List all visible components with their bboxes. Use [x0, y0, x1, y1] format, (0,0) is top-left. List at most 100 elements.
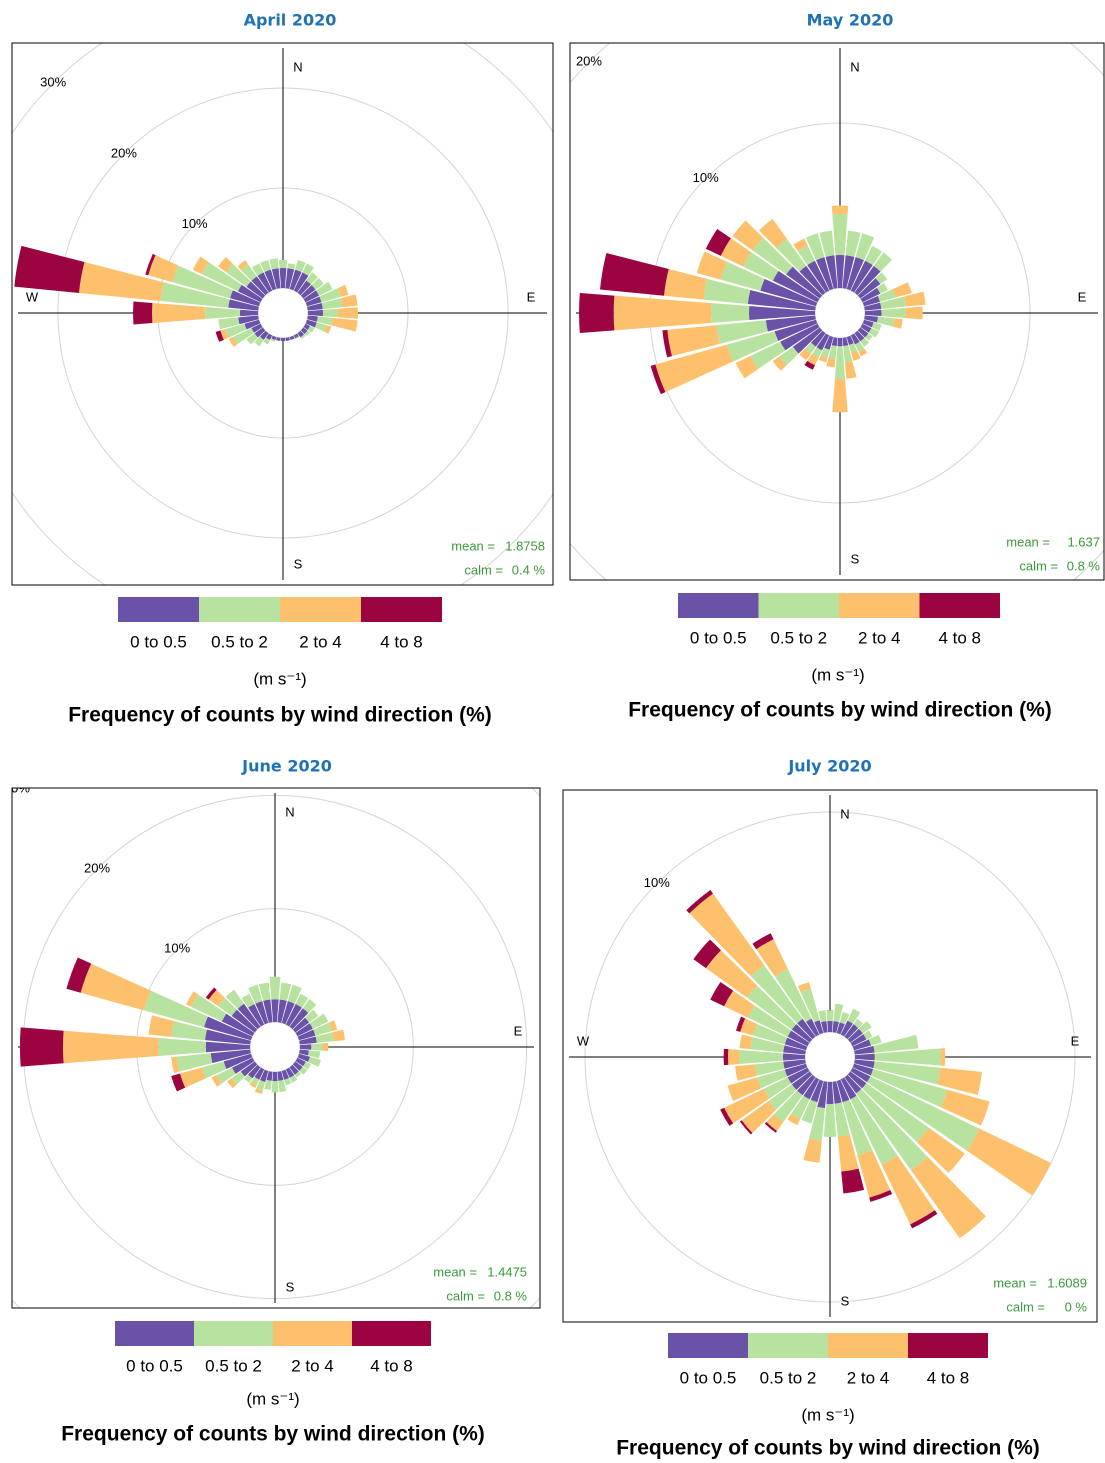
- wedge-segment: [308, 1056, 321, 1067]
- legend-swatch: [199, 597, 280, 622]
- wedge-segment: [307, 325, 315, 333]
- wedge-segment: [873, 1034, 919, 1053]
- wedge-segment: [799, 348, 812, 361]
- wedge-segment: [857, 278, 881, 299]
- legend-swatch: [828, 1333, 908, 1358]
- wedge-segment: [881, 1155, 935, 1225]
- compass-label: E: [1078, 289, 1087, 304]
- calm-value: 0.4 %: [512, 562, 546, 577]
- wedge-segment: [285, 337, 290, 341]
- mean-label: mean =: [1006, 534, 1050, 549]
- wedge-segment: [143, 990, 208, 1028]
- wedge-segment: [764, 1122, 778, 1133]
- wedge-segment: [259, 330, 269, 340]
- legend-label: 4 to 8: [380, 632, 423, 651]
- wedge-segment: [846, 257, 864, 291]
- wedge-segment: [289, 335, 295, 340]
- ring-label: 20%: [111, 145, 137, 160]
- wedge-segment: [873, 1061, 941, 1085]
- wedge-segment: [271, 1080, 279, 1093]
- wedge-segment: [854, 330, 865, 342]
- wedge-segment: [839, 1011, 850, 1025]
- wedge-segment: [19, 1027, 64, 1067]
- wedge-segment: [133, 301, 153, 325]
- wedge-segment: [843, 345, 853, 363]
- wedge-segment: [686, 889, 713, 914]
- wedge-segment: [741, 1101, 776, 1133]
- wedge-segment: [917, 1127, 965, 1174]
- wedge-segment: [271, 268, 281, 289]
- wedge-segment: [743, 252, 779, 281]
- wedge-segment: [732, 220, 764, 251]
- wedge-segment: [311, 1043, 323, 1051]
- wedge-segment: [892, 318, 903, 329]
- wedge-segment: [249, 1081, 257, 1088]
- legend-swatch: [352, 1321, 431, 1346]
- calm-label: calm =: [1019, 558, 1058, 573]
- wedge-segment: [768, 1084, 797, 1110]
- ring-label: 10%: [693, 170, 719, 185]
- wedge-segment: [854, 1059, 875, 1069]
- wedge-segment: [850, 1067, 871, 1083]
- wedge-segment: [862, 295, 880, 307]
- wedge-segment: [827, 1021, 833, 1033]
- wedge-segment: [269, 258, 279, 270]
- wedge-segment: [844, 1074, 862, 1094]
- wedge-segment: [860, 337, 870, 347]
- legend-swatch: [194, 1321, 273, 1346]
- compass-label: N: [840, 806, 849, 821]
- legend-swatch: [758, 593, 839, 618]
- wedge-segment: [307, 309, 323, 317]
- wedge-segment: [847, 1028, 863, 1043]
- wedge-segment: [693, 939, 721, 969]
- wedge-segment: [237, 1003, 261, 1030]
- wedge-segment: [295, 336, 300, 340]
- legend-title: (m s⁻¹): [253, 669, 306, 688]
- mean-value: 1.6089: [1047, 1275, 1087, 1290]
- calm-value: 0 %: [1065, 1299, 1088, 1314]
- wedge-segment: [238, 315, 259, 325]
- mean-value: 1.4475: [487, 1264, 527, 1279]
- wedge-segment: [821, 1021, 828, 1033]
- caption: Frequency of counts by wind direction (%…: [61, 1423, 485, 1446]
- wedge-segment: [319, 288, 341, 303]
- wedge-segment: [277, 1071, 284, 1081]
- wedge-segment: [857, 1149, 891, 1198]
- wedge-segment: [876, 316, 895, 327]
- wedge-segment: [780, 323, 820, 351]
- wedge-segment: [763, 1077, 792, 1099]
- wedge-segment: [833, 1003, 844, 1023]
- wedge-segment: [278, 1079, 287, 1093]
- wedge-segment: [255, 1001, 269, 1025]
- wedge-segment: [251, 276, 269, 296]
- legend-swatch: [839, 593, 920, 618]
- compass-label: W: [26, 289, 39, 304]
- wedge-segment: [297, 330, 304, 338]
- wedge-segment: [240, 309, 259, 317]
- legend-label: 0 to 0.5: [690, 628, 747, 647]
- wedge-segment: [873, 252, 893, 272]
- wedge-segment: [793, 238, 808, 252]
- wedge-segment: [760, 278, 818, 307]
- wedge-segment: [848, 343, 858, 353]
- wedge-segment: [266, 1071, 273, 1081]
- wedge-segment: [774, 319, 818, 342]
- wedge-segment: [868, 328, 879, 338]
- wind-rose-panel: May 2020 N E S 10% 20% 1.637 mean = 0.8 % calm = 0…: [569, 11, 1105, 722]
- wedge-segment: [723, 1048, 729, 1066]
- wedge-segment: [655, 344, 734, 393]
- wedge-segment: [281, 1069, 290, 1080]
- wedge-segment: [846, 335, 854, 346]
- wedge-segment: [216, 1067, 236, 1084]
- legend-label: 2 to 4: [847, 1368, 890, 1387]
- wedge-segment: [179, 1067, 206, 1088]
- wedge-segment: [192, 256, 209, 275]
- wedge-segment: [831, 205, 849, 215]
- wedge-segment: [797, 1018, 816, 1040]
- wedge-segment: [876, 283, 888, 294]
- wedge-segment: [263, 999, 273, 1023]
- legend-label: 0 to 0.5: [126, 1356, 183, 1375]
- wedge-segment: [837, 337, 843, 347]
- wedge-segment: [852, 1063, 874, 1076]
- legend-swatch: [280, 597, 361, 622]
